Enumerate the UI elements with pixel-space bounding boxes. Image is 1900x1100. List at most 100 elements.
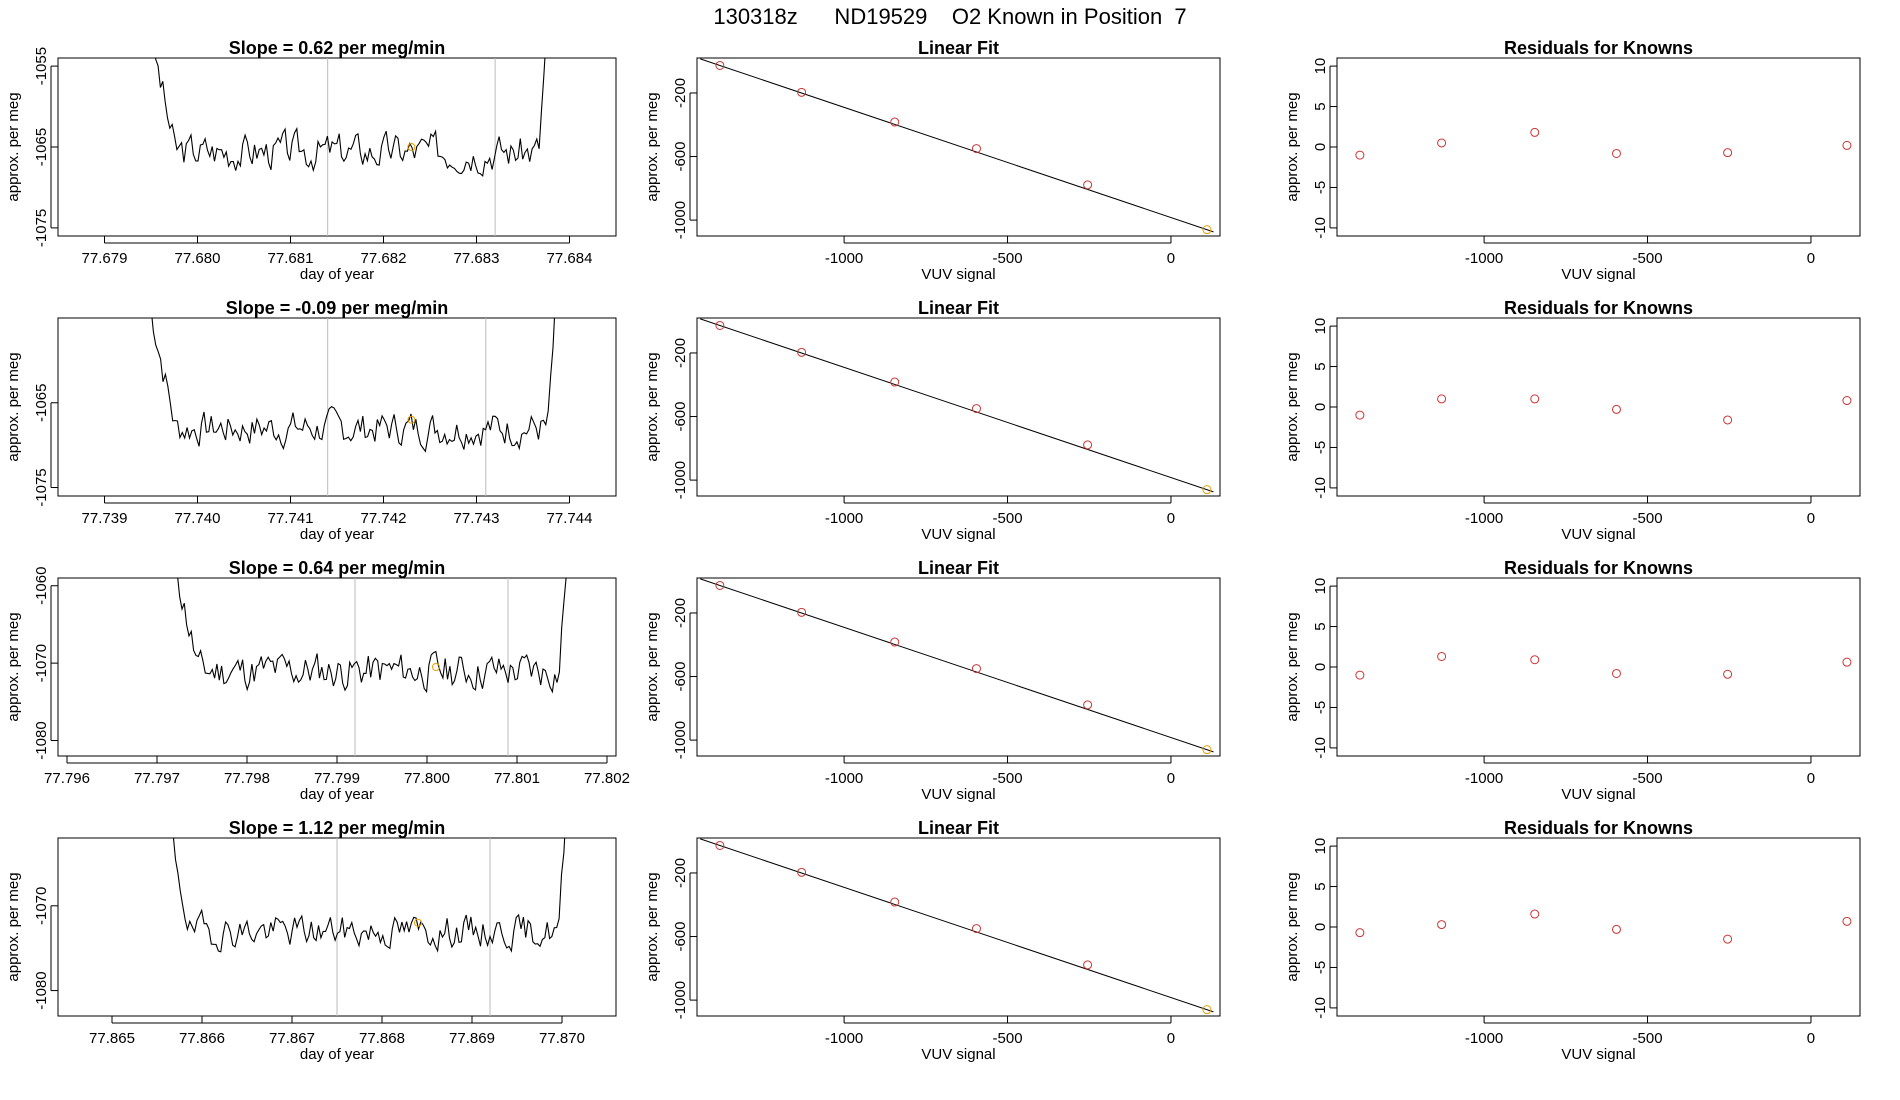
data-trace	[151, 318, 556, 453]
x-axis-label: day of year	[300, 266, 374, 283]
x-axis-label: day of year	[300, 526, 374, 543]
x-tick-label: 0	[1167, 250, 1175, 267]
page-title: 130318z ND19529 O2 Known in Position 7	[713, 4, 1187, 29]
data-point	[1355, 928, 1365, 938]
highlight-point	[432, 663, 440, 671]
y-tick-label: -1080	[33, 721, 50, 759]
x-tick-label: -500	[993, 770, 1023, 787]
data-point	[1083, 440, 1093, 450]
y-axis-label: approx. per meg	[1284, 352, 1301, 461]
data-point	[715, 60, 725, 70]
data-point	[1355, 410, 1365, 420]
data-point	[1530, 394, 1540, 404]
x-tick-label: 77.744	[547, 510, 593, 527]
y-axis-label: approx. per meg	[644, 612, 661, 721]
plot-frame	[1336, 577, 1861, 757]
x-tick-label: 77.798	[224, 770, 270, 787]
y-tick-label: -1070	[33, 644, 50, 682]
highlight-point	[407, 143, 416, 151]
data-point	[1202, 225, 1212, 235]
plot-frame	[696, 577, 1221, 757]
y-tick-label: -600	[672, 142, 689, 172]
x-tick-label: 0	[1807, 1030, 1815, 1047]
data-point	[1202, 485, 1212, 495]
fit-line	[700, 838, 1214, 1013]
x-tick-label: 0	[1167, 1030, 1175, 1047]
x-axis-label: VUV signal	[921, 266, 995, 283]
y-tick-label: -5	[1312, 961, 1329, 974]
y-tick-label: -1075	[33, 209, 50, 247]
data-point	[1842, 916, 1852, 926]
data-trace	[177, 578, 567, 694]
plot-frame	[696, 57, 1221, 237]
y-tick-label: -600	[672, 922, 689, 952]
chart-panel-4: Slope = -0.09 per meg/min 77.739 77.740 77.…	[5, 298, 617, 543]
x-tick-label: -1000	[1465, 1030, 1503, 1047]
y-tick-label: -600	[672, 662, 689, 692]
data-point	[890, 637, 900, 647]
y-axis-label: approx. per meg	[644, 92, 661, 201]
y-tick-label: -1060	[33, 567, 50, 605]
data-trace	[172, 838, 566, 953]
x-tick-label: 77.683	[454, 250, 500, 267]
chart-title: Linear Fit	[918, 298, 999, 318]
y-tick-label: 5	[1312, 882, 1329, 890]
x-tick-label: -500	[1633, 1030, 1663, 1047]
data-point	[1355, 670, 1365, 680]
chart-title: Linear Fit	[918, 38, 999, 58]
data-point	[890, 897, 900, 907]
data-point	[797, 607, 807, 617]
data-point	[797, 87, 807, 97]
y-tick-label: 10	[1312, 838, 1329, 855]
y-axis-label: approx. per meg	[644, 352, 661, 461]
x-tick-label: 77.682	[361, 250, 407, 267]
chart-title: Slope = 0.64 per meg/min	[229, 558, 446, 578]
data-point	[1611, 148, 1621, 158]
x-tick-label: -1000	[1465, 510, 1503, 527]
data-point	[971, 144, 981, 154]
y-axis-label: approx. per meg	[1284, 92, 1301, 201]
chart-title: Residuals for Knowns	[1504, 818, 1693, 838]
data-point	[1842, 657, 1852, 667]
plot-frame	[1336, 837, 1861, 1017]
fit-line	[700, 318, 1214, 493]
chart-title: Residuals for Knowns	[1504, 558, 1693, 578]
x-axis-label: day of year	[300, 1046, 374, 1063]
y-tick-label: -1065	[33, 384, 50, 422]
x-tick-label: 77.742	[361, 510, 407, 527]
x-tick-label: -1000	[1465, 770, 1503, 787]
x-tick-label: 77.799	[314, 770, 360, 787]
x-axis-label: VUV signal	[921, 526, 995, 543]
plot-frame	[1336, 57, 1861, 237]
data-point	[890, 377, 900, 387]
x-tick-label: 77.739	[82, 510, 128, 527]
data-point	[971, 924, 981, 934]
y-axis-label: approx. per meg	[644, 872, 661, 981]
data-point	[1530, 655, 1540, 665]
chart-panel-11: Linear Fit -1000 -500 0 -200 -600 -1000 VUV sig…	[644, 818, 1221, 1063]
plot-frame	[1336, 317, 1861, 497]
data-point	[971, 404, 981, 414]
y-tick-label: -10	[1312, 737, 1329, 759]
y-tick-label: -1000	[672, 201, 689, 239]
chart-panel-1: Slope = 0.62 per meg/min 77.679 77.680 77.6…	[5, 38, 617, 283]
x-tick-label: 77.800	[404, 770, 450, 787]
y-axis-label: approx. per meg	[5, 612, 22, 721]
data-point	[1437, 394, 1447, 404]
x-axis-label: VUV signal	[921, 786, 995, 803]
data-point	[1083, 180, 1093, 190]
chart-panel-8: Linear Fit -1000 -500 0 -200 -600 -1000 VUV sig…	[644, 558, 1221, 803]
y-axis-label: approx. per meg	[5, 352, 22, 461]
y-tick-label: 0	[1312, 403, 1329, 411]
x-tick-label: -1000	[825, 770, 863, 787]
y-tick-label: -10	[1312, 997, 1329, 1019]
y-tick-label: -1000	[672, 721, 689, 759]
y-tick-label: -1055	[33, 47, 50, 85]
chart-panel-2: Linear Fit -1000 -500 0 -200 -600 -1000 VUV sig…	[644, 38, 1221, 283]
data-point	[1611, 404, 1621, 414]
chart-title: Residuals for Knowns	[1504, 38, 1693, 58]
y-tick-label: 5	[1312, 622, 1329, 630]
x-axis-label: VUV signal	[1561, 1046, 1635, 1063]
x-tick-label: -500	[993, 510, 1023, 527]
data-point	[1355, 150, 1365, 160]
